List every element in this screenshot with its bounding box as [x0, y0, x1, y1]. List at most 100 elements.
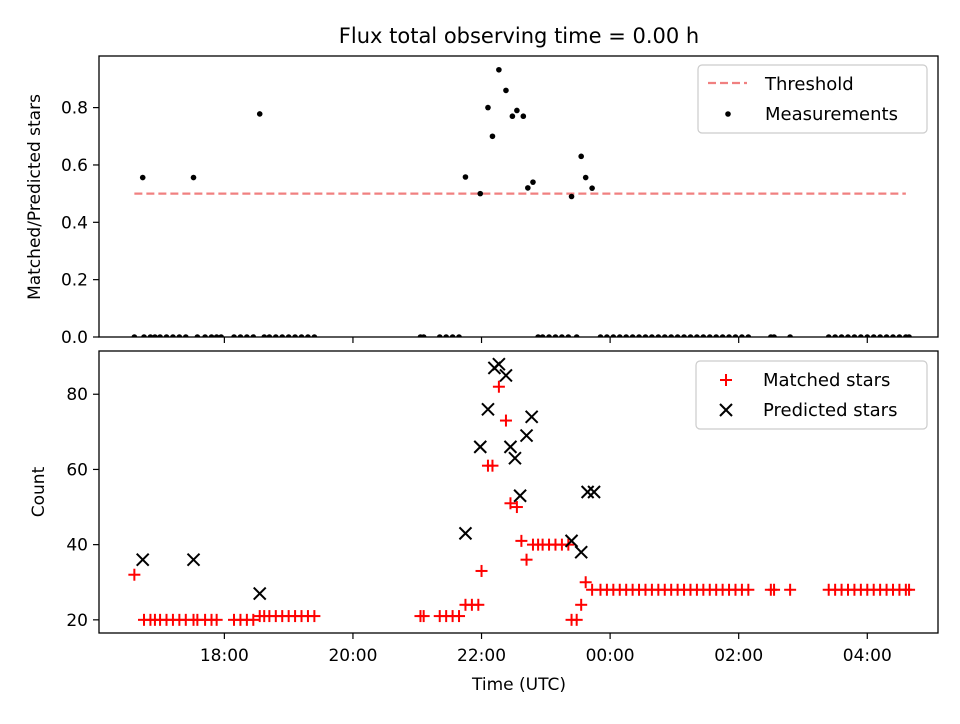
measurement-point: [726, 334, 732, 337]
measurement-point: [256, 111, 263, 117]
xtick-label: 04:00: [843, 646, 892, 666]
measurement-point: [190, 174, 197, 181]
matched-star-point: [742, 583, 755, 596]
predicted-star-point: [574, 545, 588, 559]
bottom-ytick-label: 20: [66, 611, 88, 631]
measurement-point: [719, 334, 726, 337]
xaxis-label: Time (UTC): [471, 675, 566, 695]
measurement-point: [771, 334, 777, 337]
matched-star-point: [417, 610, 430, 623]
measurement-point: [436, 334, 443, 337]
measurement-point: [610, 334, 617, 337]
measurement-point: [420, 334, 427, 337]
measurement-point: [305, 334, 311, 337]
legend-predicted-label: Predicted stars: [763, 400, 897, 421]
measurement-point: [285, 334, 292, 337]
measurement-point: [503, 87, 509, 94]
measurement-point: [525, 185, 531, 191]
measurement-point: [573, 334, 580, 337]
measurement-point: [477, 190, 484, 197]
predicted-star-point: [186, 552, 201, 567]
measurement-point: [163, 334, 170, 337]
predicted-star-point: [492, 357, 506, 371]
measurement-point: [273, 334, 279, 337]
measurement-point: [496, 66, 502, 73]
measurement-point: [870, 334, 877, 337]
measurement-point: [514, 107, 520, 114]
top-panel: 0.00.20.40.60.8 Matched/Predicted stars …: [25, 55, 939, 348]
bottom-ylabel: Count: [29, 466, 49, 517]
measurement-point: [546, 334, 552, 337]
measurement-point: [182, 334, 189, 337]
measurement-point: [139, 174, 146, 181]
measurement-point: [539, 334, 546, 337]
measurement-point: [559, 334, 565, 337]
predicted-star-point: [513, 489, 527, 503]
predicted-star-point: [499, 368, 513, 383]
legend-matched-swatch: [720, 374, 732, 386]
top-axes-frame: [98, 55, 939, 338]
measurement-point: [250, 334, 257, 337]
measurement-point: [208, 334, 215, 337]
matched-star-point: [128, 568, 141, 581]
measurement-point: [509, 113, 516, 120]
bottom-ytick-label: 40: [66, 536, 88, 556]
matched-star-point: [504, 497, 517, 510]
xtick-label: 00:00: [586, 646, 635, 666]
measurement-point: [489, 133, 496, 140]
measurement-point: [231, 334, 237, 337]
measurement-point: [279, 334, 286, 337]
measurement-point: [194, 334, 201, 337]
measurement-point: [552, 334, 559, 337]
matched-star-point: [492, 380, 505, 393]
measurement-point: [896, 334, 903, 337]
measurement-point: [131, 334, 138, 337]
measurement-point: [141, 334, 147, 337]
measurement-point: [649, 334, 655, 337]
measurement-point: [655, 334, 662, 337]
measurement-point: [858, 334, 864, 337]
measurement-point: [700, 334, 707, 337]
measurement-point: [565, 334, 572, 337]
measurement-point: [890, 334, 896, 337]
measurement-point: [237, 334, 244, 337]
measurement-point: [261, 334, 268, 337]
measurement-point: [578, 153, 584, 160]
chart-title: Flux total observing time = 0.00 h: [339, 24, 699, 48]
matched-star-point: [308, 610, 321, 623]
measurement-point: [520, 113, 527, 120]
measurement-point: [906, 334, 912, 337]
matched-star-point: [210, 613, 223, 626]
measurement-point: [838, 334, 845, 337]
measurement-point: [616, 334, 623, 337]
predicted-star-point: [473, 440, 487, 454]
xtick-label: 20:00: [328, 646, 377, 666]
xtick-label: 18:00: [200, 646, 249, 666]
legend-measurements-swatch: [725, 111, 731, 117]
measurement-point: [218, 334, 224, 337]
predicted-star-point: [524, 410, 539, 424]
matched-star-point: [903, 583, 916, 596]
measurement-point: [787, 334, 793, 337]
measurement-point: [597, 334, 604, 337]
predicted-star-point: [508, 451, 522, 465]
measurement-point: [462, 174, 469, 180]
legend-matched-label: Matched stars: [763, 370, 890, 391]
measurement-point: [311, 334, 318, 337]
predicted-star-point: [458, 526, 473, 541]
measurement-point: [629, 334, 636, 337]
measurement-point: [883, 334, 890, 337]
legend-threshold-label: Threshold: [764, 74, 854, 95]
predicted-star-point: [580, 485, 595, 499]
measurement-point: [845, 334, 851, 337]
measurement-point: [170, 334, 176, 337]
measurement-point: [157, 334, 163, 337]
legend-predicted-swatch: [719, 403, 733, 417]
measurement-point: [825, 334, 832, 337]
top-legend: Threshold Measurements: [697, 64, 928, 134]
measurement-point: [713, 334, 719, 337]
measurement-point: [674, 334, 681, 337]
measurement-point: [568, 193, 575, 200]
bottom-ytick-label: 60: [66, 460, 88, 480]
top-legend-box: [697, 64, 928, 134]
